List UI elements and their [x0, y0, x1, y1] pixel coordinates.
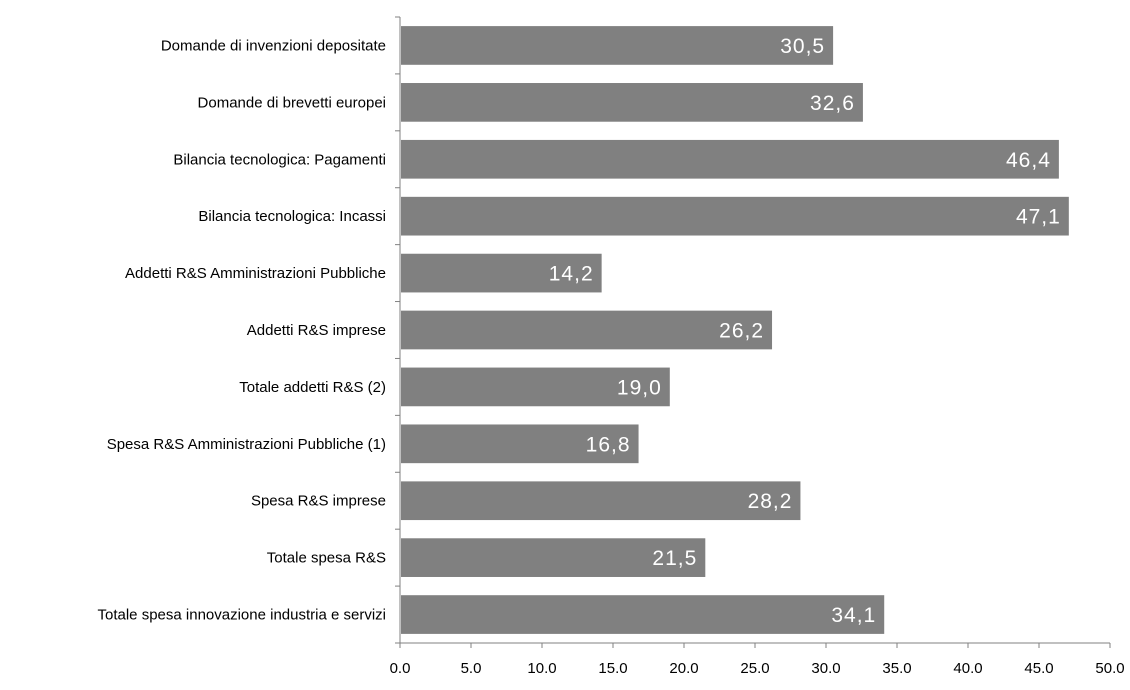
x-tick-label-1: 5.0: [461, 660, 482, 677]
bar-10: [401, 595, 885, 634]
category-label-3: Bilancia tecnologica: Incassi: [198, 208, 386, 225]
bar-9: [401, 538, 706, 577]
category-label-6: Totale addetti R&S (2): [239, 379, 386, 396]
x-tick-label-0: 0.0: [390, 660, 411, 677]
bar-7: [401, 424, 639, 464]
bar-8: [401, 481, 801, 521]
x-tick-label-8: 40.0: [953, 660, 982, 677]
data-label-2: 46,4: [1006, 149, 1051, 172]
category-label-9: Totale spesa R&S: [267, 550, 386, 567]
data-label-3: 47,1: [1016, 206, 1061, 229]
axes-group: [395, 16, 1111, 648]
labels-group: 30,5 Domande di invenzioni depositate 32,6…: [98, 35, 1125, 677]
category-label-5: Addetti R&S imprese: [247, 322, 386, 339]
bar-4: [401, 253, 602, 293]
x-tick-label-2: 10.0: [527, 660, 556, 677]
data-label-7: 16,8: [586, 433, 631, 456]
bar-6: [401, 367, 670, 407]
data-label-1: 32,6: [810, 92, 855, 115]
data-label-5: 26,2: [719, 320, 764, 343]
category-label-2: Bilancia tecnologica: Pagamenti: [173, 151, 386, 168]
data-label-9: 21,5: [652, 547, 697, 570]
data-label-10: 34,1: [831, 604, 876, 627]
data-label-0: 30,5: [780, 35, 825, 58]
data-label-6: 19,0: [617, 376, 662, 399]
bar-0: [401, 26, 834, 65]
x-tick-label-6: 30.0: [811, 660, 840, 677]
bar-5: [401, 310, 773, 350]
category-label-4: Addetti R&S Amministrazioni Pubbliche: [125, 265, 386, 282]
x-tick-label-7: 35.0: [882, 660, 911, 677]
category-label-10: Totale spesa innovazione industria e ser…: [98, 607, 387, 624]
data-label-4: 14,2: [549, 263, 594, 286]
x-tick-label-10: 50.0: [1095, 660, 1124, 677]
x-tick-label-5: 25.0: [740, 660, 769, 677]
bars-group: [401, 26, 1069, 634]
category-label-8: Spesa R&S imprese: [251, 493, 386, 510]
x-tick-label-3: 15.0: [598, 660, 627, 677]
category-label-1: Domande di brevetti europei: [198, 94, 386, 111]
category-label-7: Spesa R&S Amministrazioni Pubbliche (1): [107, 436, 386, 453]
x-tick-label-4: 20.0: [669, 660, 698, 677]
x-tick-label-9: 45.0: [1024, 660, 1053, 677]
bar-2: [401, 139, 1059, 179]
data-label-8: 28,2: [748, 490, 793, 513]
category-label-0: Domande di invenzioni depositate: [161, 37, 386, 54]
bar-3: [401, 196, 1069, 236]
bar-1: [401, 83, 863, 122]
